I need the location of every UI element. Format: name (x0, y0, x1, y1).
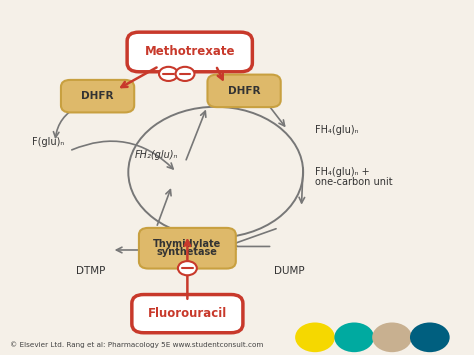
Text: Methotrexate: Methotrexate (145, 45, 235, 59)
FancyBboxPatch shape (139, 228, 236, 268)
Circle shape (295, 322, 335, 352)
Circle shape (159, 67, 178, 81)
Circle shape (410, 322, 450, 352)
Text: FH₄(glu)ₙ: FH₄(glu)ₙ (315, 125, 358, 135)
Text: © Elsevier Ltd. Rang et al: Pharmacology 5E www.studentconsult.com: © Elsevier Ltd. Rang et al: Pharmacology… (10, 341, 264, 348)
Text: DTMP: DTMP (76, 266, 105, 276)
FancyBboxPatch shape (132, 295, 243, 333)
Text: Fluorouracil: Fluorouracil (148, 307, 227, 320)
FancyBboxPatch shape (61, 80, 134, 113)
FancyBboxPatch shape (127, 32, 252, 72)
Text: F(glu)ₙ: F(glu)ₙ (32, 137, 64, 147)
Text: DHFR: DHFR (228, 86, 260, 96)
Text: Thymidylate: Thymidylate (153, 239, 221, 249)
FancyBboxPatch shape (208, 75, 281, 107)
Text: one-carbon unit: one-carbon unit (315, 177, 392, 187)
Circle shape (178, 261, 197, 275)
Text: FH₄(glu)ₙ +: FH₄(glu)ₙ + (315, 167, 370, 177)
Circle shape (372, 322, 412, 352)
Text: synthetase: synthetase (157, 247, 218, 257)
Text: FH₂(glu)ₙ: FH₂(glu)ₙ (135, 149, 178, 159)
Circle shape (175, 67, 194, 81)
Text: DUMP: DUMP (273, 266, 304, 276)
Circle shape (334, 322, 374, 352)
Text: DHFR: DHFR (82, 91, 114, 101)
